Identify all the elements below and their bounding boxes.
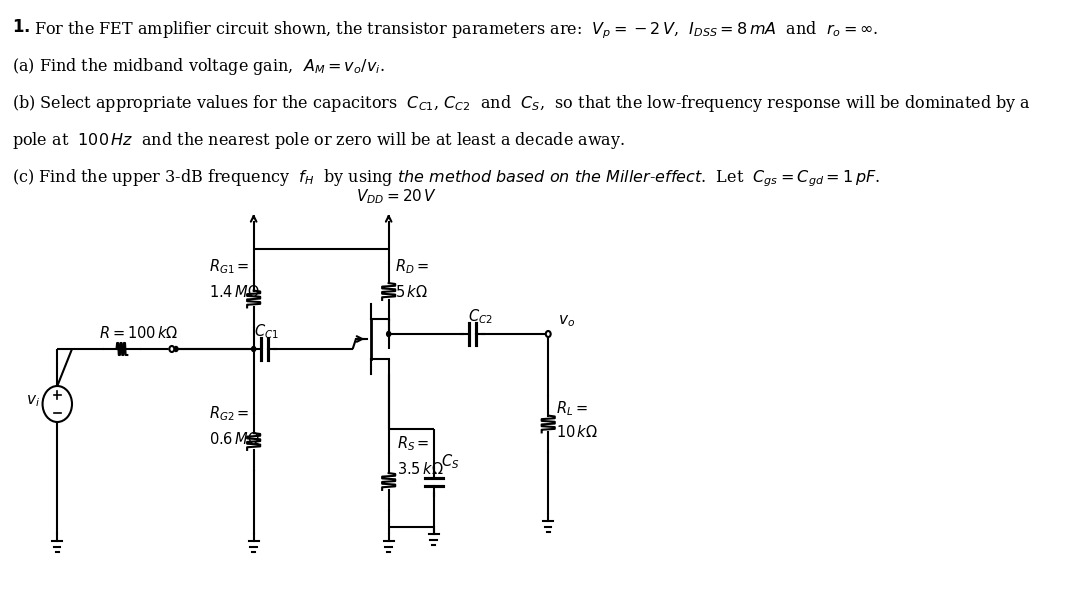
Text: $1.4\,M\Omega$: $1.4\,M\Omega$ <box>209 284 260 300</box>
Text: (a) Find the midband voltage gain,  $A_M = v_o/v_i$.: (a) Find the midband voltage gain, $A_M … <box>12 56 384 77</box>
Text: $R = 100\,k\Omega$: $R = 100\,k\Omega$ <box>99 325 179 341</box>
Text: (c) Find the upper 3-dB frequency  $f_H$  by using $\it{the\ method\ based\ on\ : (c) Find the upper 3-dB frequency $f_H$ … <box>12 167 880 188</box>
Text: $\mathbf{1.}$: $\mathbf{1.}$ <box>12 19 30 36</box>
Text: pole at  $100\,Hz$  and the nearest pole or zero will be at least a decade away.: pole at $100\,Hz$ and the nearest pole o… <box>12 130 626 151</box>
Text: (b) Select appropriate values for the capacitors  $C_{C1}$, $C_{C2}$  and  $C_S$: (b) Select appropriate values for the ca… <box>12 93 1031 114</box>
Text: $R_D =$: $R_D =$ <box>395 257 429 275</box>
Circle shape <box>173 347 178 352</box>
Circle shape <box>387 332 391 336</box>
Text: $3.5\,k\Omega$: $3.5\,k\Omega$ <box>396 461 444 477</box>
Text: $V_{DD} = 20\,V$: $V_{DD} = 20\,V$ <box>355 187 437 206</box>
Text: $C_{C1}$: $C_{C1}$ <box>254 323 279 341</box>
Text: $R_S =$: $R_S =$ <box>396 434 430 453</box>
Text: $5\,k\Omega$: $5\,k\Omega$ <box>395 284 428 300</box>
Text: $v_i$: $v_i$ <box>26 393 40 409</box>
Text: $C_{C2}$: $C_{C2}$ <box>468 307 493 326</box>
Text: $10\,k\Omega$: $10\,k\Omega$ <box>557 424 599 440</box>
Text: For the FET amplifier circuit shown, the transistor parameters are:  $V_p = -2\,: For the FET amplifier circuit shown, the… <box>34 19 879 40</box>
Circle shape <box>546 331 550 337</box>
Circle shape <box>169 346 174 352</box>
Text: $R_L =$: $R_L =$ <box>557 399 588 418</box>
Text: $v_o$: $v_o$ <box>558 313 575 329</box>
Text: $R_{G2} =$: $R_{G2} =$ <box>209 404 249 423</box>
Text: $0.6\,M\Omega$: $0.6\,M\Omega$ <box>209 431 260 447</box>
Text: $R_{G1} =$: $R_{G1} =$ <box>209 257 249 275</box>
Text: $C_S$: $C_S$ <box>442 453 460 472</box>
Circle shape <box>252 347 255 352</box>
